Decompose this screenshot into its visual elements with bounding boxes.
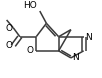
Text: O: O	[5, 41, 12, 50]
Text: O: O	[5, 24, 12, 33]
Text: N: N	[85, 33, 91, 42]
Text: O: O	[27, 46, 34, 55]
Text: N: N	[72, 53, 79, 62]
Text: HO: HO	[23, 1, 37, 10]
